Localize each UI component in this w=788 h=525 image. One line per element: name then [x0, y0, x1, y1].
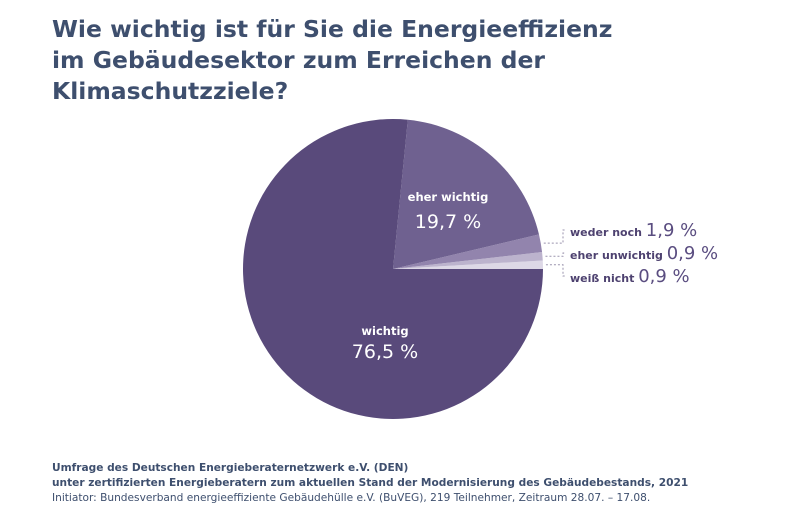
title-line: Klimaschutzziele? — [52, 77, 289, 105]
slice-value-label: 76,5 % — [352, 341, 418, 363]
footer-line: Initiator: Bundesverband energieeffizien… — [52, 492, 651, 504]
pie-slice-wichtig — [243, 119, 544, 419]
pie-slice-eher-wichtig — [393, 119, 539, 269]
slice-label: wichtig — [361, 324, 408, 338]
pie-slice-weiss-nicht — [393, 260, 543, 269]
slice-value-label: 19,7 % — [415, 211, 481, 233]
leader-line — [545, 252, 566, 257]
slice-value-label: 0,9 % — [667, 243, 718, 264]
pie-slice-weder-noch — [393, 234, 543, 269]
footer-line: unter zertifizierten Energieberatern zum… — [52, 477, 689, 489]
slice-label: weiß nicht 0,9 % — [570, 266, 690, 287]
title-line: Wie wichtig ist für Sie die Energieeffiz… — [52, 15, 613, 43]
title-line: im Gebäudesektor zum Erreichen der — [52, 46, 545, 74]
leader-line — [545, 264, 566, 277]
chart-title: Wie wichtig ist für Sie die Energieeffiz… — [52, 14, 672, 107]
slice-label: weder noch 1,9 % — [570, 220, 697, 241]
footer-line: Umfrage des Deutschen Energieberaternetz… — [52, 462, 409, 474]
slice-value-label: 1,9 % — [646, 220, 697, 241]
footer-source: Umfrage des Deutschen Energieberaternetz… — [52, 461, 688, 506]
slice-label: eher wichtig — [408, 190, 489, 204]
leader-line — [543, 229, 566, 244]
slice-value-label: 0,9 % — [638, 266, 689, 287]
slice-label: eher unwichtig 0,9 % — [570, 243, 718, 264]
pie-slice-eher-unwichtig — [393, 252, 543, 269]
